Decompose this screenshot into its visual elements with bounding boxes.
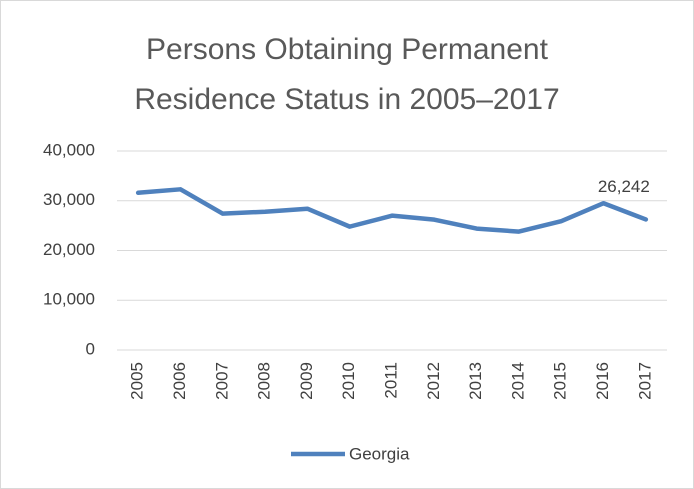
y-tick-label: 30,000: [43, 190, 95, 209]
chart-title: Persons Obtaining Permanent Residence St…: [134, 33, 560, 116]
x-tick-label: 2006: [170, 362, 189, 400]
x-tick-label: 2009: [297, 362, 316, 400]
y-tick-label: 0: [86, 339, 95, 358]
data-label: 26,242: [598, 177, 650, 196]
y-tick-label: 40,000: [43, 140, 95, 159]
x-tick-label: 2013: [466, 362, 485, 400]
y-tick-label: 10,000: [43, 290, 95, 309]
series-line: [135, 187, 649, 234]
x-tick-label: 2016: [593, 362, 612, 400]
x-tick-label: 2012: [424, 362, 443, 400]
x-tick-label: 2015: [551, 362, 570, 400]
x-tick-label: 2008: [255, 362, 274, 400]
x-tick-label: 2011: [381, 362, 400, 399]
x-tick-label: 2005: [128, 362, 147, 400]
y-tick-label: 20,000: [43, 240, 95, 259]
x-tick-label: 2010: [339, 362, 358, 400]
x-tick-label: 2014: [508, 362, 527, 400]
legend-label: Georgia: [349, 444, 410, 463]
x-tick-label: 2017: [635, 362, 654, 400]
x-tick-label: 2007: [212, 362, 231, 400]
